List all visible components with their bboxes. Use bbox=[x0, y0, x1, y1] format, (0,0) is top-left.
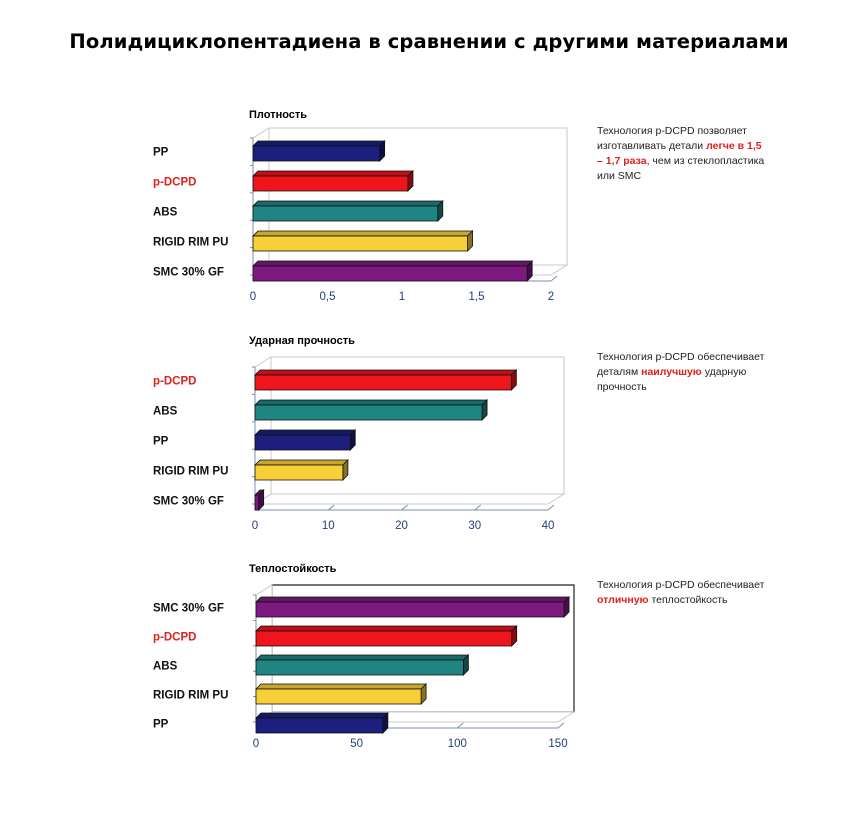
category-label-2-abs: ABS bbox=[153, 661, 178, 673]
bar-2-pp-top bbox=[255, 712, 389, 719]
bar-1-pp bbox=[254, 434, 351, 451]
bar-0-smc-30-gf-top bbox=[252, 260, 534, 267]
chart-1-x-tick bbox=[401, 504, 408, 511]
bar-0-abs bbox=[252, 205, 439, 222]
category-label-1-smc-30-gf: SMC 30% GF bbox=[153, 496, 224, 508]
chart-2-group: 0 50 100 150 SMC 30% GF p-DCPD ABS RIGID RIM PU… bbox=[153, 584, 576, 750]
chart-0-tick-label: 0 bbox=[250, 291, 256, 303]
category-label-2-pp: PP bbox=[153, 719, 169, 731]
bar-1-p-dcpd-top bbox=[254, 369, 518, 376]
category-label-0-p-dcpd: p-DCPD bbox=[153, 177, 196, 189]
chart-0-group: 0 0,5 1 1,5 2 PP p-DCPD ABS RIGID RIM PU SMC 30% … bbox=[153, 127, 569, 303]
bar-1-p-dcpd bbox=[254, 374, 512, 391]
category-label-1-pp: PP bbox=[153, 436, 169, 448]
bar-0-pp-top bbox=[252, 140, 386, 147]
impact-note-highlight: наилучшую bbox=[641, 366, 702, 378]
chart-2-x-tick bbox=[457, 722, 464, 729]
chart-title-heat: Теплостойкость bbox=[249, 563, 337, 575]
chart-2-tick-label: 0 bbox=[253, 738, 259, 750]
chart-title-density: Плотность bbox=[249, 109, 308, 121]
chart-1-x-tick bbox=[327, 504, 335, 511]
chart-1-group: 0 10 20 30 40 p-DCPD ABS PP RIGID RIM PU SMC 30% … bbox=[153, 356, 566, 532]
bar-1-smc-30-gf bbox=[254, 494, 260, 511]
chart-0-tick-label: 1,5 bbox=[469, 291, 485, 303]
chart-1-x-tick bbox=[547, 504, 555, 511]
chart-0-tick-label: 2 bbox=[548, 291, 554, 303]
bar-1-pp-top bbox=[254, 429, 357, 436]
category-label-0-pp: PP bbox=[153, 147, 169, 159]
bar-0-rigid-rim-pu bbox=[252, 235, 468, 252]
bar-0-p-dcpd-top bbox=[252, 170, 414, 177]
heat-note-text: Технология p-DCPD обеспечивает bbox=[597, 579, 765, 591]
category-label-1-rigid-rim-pu: RIGID RIM PU bbox=[153, 466, 228, 478]
heat-note-text-end: теплостойкость bbox=[648, 594, 728, 606]
bar-2-abs-top bbox=[255, 654, 470, 661]
heat-note: Технология p-DCPD обеспечивает отличную … bbox=[597, 578, 767, 608]
chart-0-tick-label: 0,5 bbox=[320, 291, 336, 303]
density-note-text: Технология p-DCPD позволяет изготавливат… bbox=[597, 125, 747, 152]
bar-2-p-dcpd-top bbox=[255, 625, 518, 632]
density-note-text-end: , чем из стеклопластика или SMC bbox=[597, 155, 765, 182]
chart-1-x-tick bbox=[474, 504, 482, 511]
category-label-1-p-dcpd: p-DCPD bbox=[153, 376, 196, 388]
chart-2-tick-label: 50 bbox=[350, 738, 363, 750]
bar-2-abs bbox=[255, 659, 464, 676]
category-label-2-p-dcpd: p-DCPD bbox=[153, 632, 196, 644]
bar-0-abs-top bbox=[252, 200, 444, 207]
category-label-0-rigid-rim-pu: RIGID RIM PU bbox=[153, 237, 228, 249]
chart-1-tick-label: 0 bbox=[252, 520, 258, 532]
chart-1-tick-label: 30 bbox=[468, 520, 481, 532]
chart-title-impact: Ударная прочность bbox=[249, 335, 355, 347]
density-note-highlight: легче в 1,5 – 1,7 раза bbox=[597, 140, 762, 167]
chart-1-tick-label: 10 bbox=[322, 520, 335, 532]
bar-0-pp bbox=[252, 145, 381, 162]
category-label-2-rigid-rim-pu: RIGID RIM PU bbox=[153, 690, 228, 702]
bar-2-smc-30-gf bbox=[255, 601, 565, 618]
chart-1-tick-label: 40 bbox=[542, 520, 555, 532]
bar-2-p-dcpd bbox=[255, 630, 513, 647]
bar-2-rigid-rim-pu-top bbox=[255, 683, 428, 690]
bar-1-abs-top bbox=[254, 399, 489, 406]
bar-1-abs bbox=[254, 404, 483, 421]
density-note: Технология p-DCPD позволяет изготавливат… bbox=[597, 124, 767, 184]
bar-0-rigid-rim-pu-top bbox=[252, 230, 474, 237]
chart-2-tick-label: 150 bbox=[548, 738, 567, 750]
impact-note: Технология p-DCPD обеспечивает деталям н… bbox=[597, 350, 767, 395]
bar-2-smc-30-gf-top bbox=[255, 596, 571, 603]
category-label-1-abs: ABS bbox=[153, 406, 178, 418]
chart-0-x-tick bbox=[550, 275, 558, 282]
bar-2-rigid-rim-pu bbox=[255, 688, 422, 705]
page-title: Полидициклопентадиена в сравнении с друг… bbox=[69, 30, 789, 53]
bar-0-smc-30-gf bbox=[252, 265, 528, 282]
bar-1-rigid-rim-pu bbox=[254, 464, 344, 481]
category-label-0-abs: ABS bbox=[153, 207, 178, 219]
chart-1-floor bbox=[253, 493, 566, 505]
bar-1-rigid-rim-pu-top bbox=[254, 459, 349, 466]
bar-0-p-dcpd bbox=[252, 175, 409, 192]
impact-note-text-end: ударную прочность bbox=[597, 366, 747, 393]
chart-2-x-tick bbox=[557, 722, 565, 729]
chart-0-tick-label: 1 bbox=[399, 291, 405, 303]
chart-1-tick-label: 20 bbox=[395, 520, 408, 532]
category-label-0-smc-30-gf: SMC 30% GF bbox=[153, 267, 224, 279]
category-label-2-smc-30-gf: SMC 30% GF bbox=[153, 603, 224, 615]
chart-2-tick-label: 100 bbox=[448, 738, 467, 750]
heat-note-highlight: отличную bbox=[597, 594, 649, 606]
impact-note-text: Технология p-DCPD обеспечивает деталям bbox=[597, 351, 765, 378]
bar-2-pp bbox=[255, 717, 384, 734]
